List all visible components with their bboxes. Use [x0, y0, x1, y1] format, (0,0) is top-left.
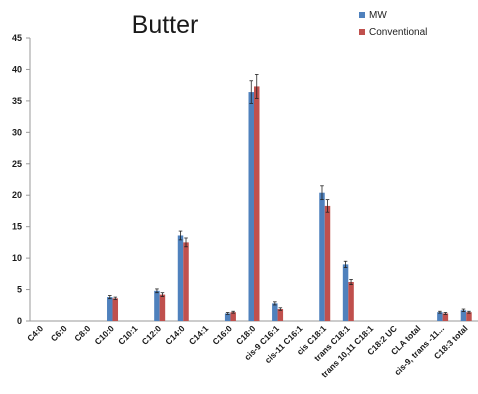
bar-conventional-9	[254, 86, 260, 322]
bar-conventional-12	[324, 205, 331, 321]
bar-mw-3	[107, 297, 113, 321]
x-tick-label: C10:1	[116, 323, 140, 347]
legend-swatch-conventional	[359, 29, 365, 35]
bar-mw-6	[177, 235, 184, 321]
legend-label-mw: MW	[369, 10, 387, 21]
x-tick-label: C6:0	[49, 323, 69, 343]
y-tick-label: 0	[17, 316, 22, 326]
chart-title: Butter	[132, 11, 199, 39]
y-tick-label: 20	[12, 190, 22, 200]
x-tick-label: C16:0	[210, 323, 234, 347]
x-tick-label: C14:1	[187, 323, 211, 347]
legend-swatch-mw	[359, 12, 365, 18]
bar-mw-17	[437, 312, 443, 321]
y-tick-label: 30	[12, 127, 22, 137]
x-tick-label: C10:0	[92, 323, 116, 347]
bar-conventional-10	[277, 309, 284, 321]
y-tick-label: 25	[12, 159, 22, 169]
bar-mw-12	[319, 192, 325, 321]
legend-label-conventional: Conventional	[369, 27, 427, 38]
bar-conventional-8	[230, 312, 236, 321]
y-axis-ticks: 0 5 10 15 20 25 30 35 40 45	[12, 33, 30, 326]
y-tick-label: 35	[12, 96, 22, 106]
bar-mw-5	[154, 290, 160, 321]
bar-conventional-18	[466, 312, 472, 321]
x-tick-label: C4:0	[25, 323, 45, 343]
x-tick-label: C12:0	[140, 323, 164, 347]
chart-legend: MW Conventional	[359, 10, 427, 38]
bar-mw-10	[272, 303, 278, 321]
bar-mw-8	[224, 313, 231, 321]
bar-conventional-6	[183, 242, 189, 321]
y-tick-label: 15	[12, 222, 22, 232]
bar-conventional-17	[442, 313, 449, 321]
y-tick-label: 5	[17, 285, 22, 295]
bar-mw-13	[342, 264, 349, 321]
bar-mw-18	[460, 310, 467, 321]
data-bars	[107, 74, 472, 322]
x-tick-label: C14:0	[163, 323, 187, 347]
bar-mw-9	[248, 92, 254, 321]
y-tick-label: 10	[12, 253, 22, 263]
y-tick-label: 40	[12, 64, 22, 74]
x-tick-label: C8:0	[72, 323, 92, 343]
bar-conventional-13	[348, 282, 354, 321]
bar-conventional-3	[112, 298, 119, 321]
x-axis-tick-labels: C4:0 C6:0 C8:0 C10:0 C10:1 C12:0 C14:0 C14:1 C16…	[25, 323, 470, 379]
bar-conventional-5	[159, 294, 166, 321]
y-tick-label: 45	[12, 33, 22, 43]
